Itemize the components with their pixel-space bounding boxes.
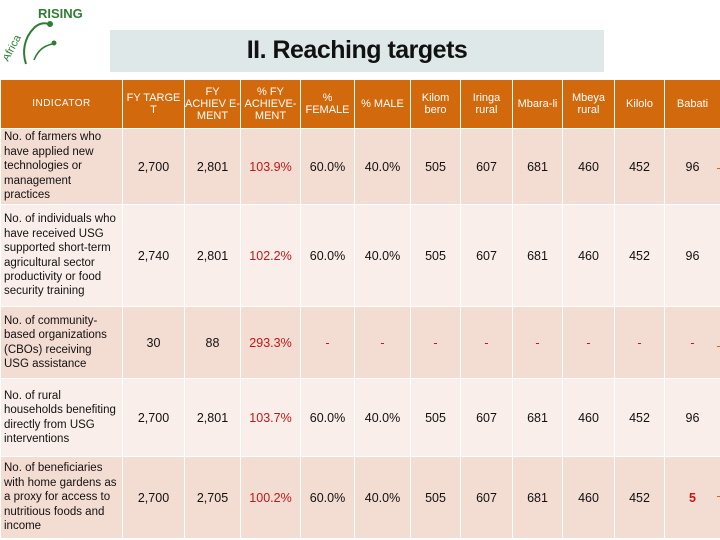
kilolo-cell: 452	[614, 456, 665, 539]
table-row: No. of farmers who have applied new tech…	[0, 128, 720, 205]
mbeya-rural-cell: 460	[562, 456, 615, 539]
header-mbeya-rural: Mbeya rural	[562, 79, 615, 129]
iringa-rural-cell: 607	[460, 128, 513, 205]
table-row: No. of individuals who have received USG…	[0, 204, 720, 307]
indicator-cell: No. of beneficiaries with home gardens a…	[0, 456, 123, 539]
achievement-cell: 88	[184, 306, 241, 379]
pct-male-cell: 40.0%	[354, 378, 411, 457]
pct-male-cell: 40.0%	[354, 204, 411, 307]
indicator-cell: No. of individuals who have received USG…	[0, 204, 123, 307]
edge-tick	[717, 496, 720, 497]
indicator-cell: No. of rural households benefiting direc…	[0, 378, 123, 457]
mbarali-cell: 681	[512, 204, 563, 307]
target-cell: 30	[122, 306, 185, 379]
achievement-cell: 2,801	[184, 128, 241, 205]
slide-title: II. Reaching targets	[246, 36, 468, 64]
header-fy-target: FY TARGE T	[122, 79, 185, 129]
pct-female-cell: 60.0%	[300, 456, 355, 539]
kilolo-cell: -	[614, 306, 665, 379]
header-indicator: INDICATOR	[0, 79, 123, 129]
mbeya-rural-cell: 460	[562, 128, 615, 205]
table-row: No. of beneficiaries with home gardens a…	[0, 456, 720, 539]
header-fy-achievement: FY ACHIEV E-MENT	[184, 79, 241, 129]
kilolo-cell: 452	[614, 378, 665, 457]
header-kilombero: Kilom bero	[410, 79, 461, 129]
pct-male-cell: 40.0%	[354, 456, 411, 539]
kilombero-cell: 505	[410, 204, 461, 307]
iringa-rural-cell: 607	[460, 204, 513, 307]
header-iringa-rural: Iringa rural	[460, 79, 513, 129]
targets-table: INDICATOR FY TARGE T FY ACHIEV E-MENT % …	[0, 79, 720, 539]
target-cell: 2,740	[122, 204, 185, 307]
pct-achievement-cell: 293.3%	[240, 306, 301, 379]
header-babati: Babati	[664, 79, 720, 129]
kilombero-cell: -	[410, 306, 461, 379]
kilombero-cell: 505	[410, 456, 461, 539]
achievement-cell: 2,801	[184, 378, 241, 457]
mbeya-rural-cell: -	[562, 306, 615, 379]
targets-table-container: INDICATOR FY TARGE T FY ACHIEV E-MENT % …	[0, 79, 720, 540]
pct-female-cell: 60.0%	[300, 128, 355, 205]
pct-achievement-cell: 100.2%	[240, 456, 301, 539]
header-kilolo: Kilolo	[614, 79, 665, 129]
pct-achievement-cell: 103.7%	[240, 378, 301, 457]
babati-cell: -	[664, 306, 720, 379]
edge-tick	[717, 346, 720, 347]
babati-cell: 96	[664, 128, 720, 205]
babati-cell: 5	[664, 456, 720, 539]
pct-achievement-cell: 103.9%	[240, 128, 301, 205]
babati-cell: 96	[664, 204, 720, 307]
edge-tick	[717, 168, 720, 169]
pct-female-cell: 60.0%	[300, 378, 355, 457]
header-pct-female: % FEMALE	[300, 79, 355, 129]
header-pct-achievement: % FY ACHIEVE-MENT	[240, 79, 301, 129]
indicator-cell: No. of farmers who have applied new tech…	[0, 128, 123, 205]
kilolo-cell: 452	[614, 128, 665, 205]
kilombero-cell: 505	[410, 128, 461, 205]
target-cell: 2,700	[122, 378, 185, 457]
mbarali-cell: 681	[512, 378, 563, 457]
header-pct-male: % MALE	[354, 79, 411, 129]
africa-rising-logo: Africa RISING	[4, 6, 83, 65]
mbarali-cell: -	[512, 306, 563, 379]
svg-text:RISING: RISING	[38, 6, 83, 21]
pct-female-cell: -	[300, 306, 355, 379]
svg-text:Africa: Africa	[4, 32, 24, 63]
iringa-rural-cell: 607	[460, 456, 513, 539]
mbeya-rural-cell: 460	[562, 204, 615, 307]
pct-achievement-cell: 102.2%	[240, 204, 301, 307]
iringa-rural-cell: -	[460, 306, 513, 379]
achievement-cell: 2,801	[184, 204, 241, 307]
indicator-cell: No. of community-based organizations (CB…	[0, 306, 123, 379]
target-cell: 2,700	[122, 456, 185, 539]
iringa-rural-cell: 607	[460, 378, 513, 457]
table-row: No. of community-based organizations (CB…	[0, 306, 720, 379]
mbeya-rural-cell: 460	[562, 378, 615, 457]
pct-male-cell: 40.0%	[354, 128, 411, 205]
header-mbarali: Mbara-li	[512, 79, 563, 129]
table-row: No. of rural households benefiting direc…	[0, 378, 720, 457]
mbarali-cell: 681	[512, 456, 563, 539]
babati-cell: 96	[664, 378, 720, 457]
mbarali-cell: 681	[512, 128, 563, 205]
pct-male-cell: -	[354, 306, 411, 379]
title-band	[110, 30, 604, 72]
kilolo-cell: 452	[614, 204, 665, 307]
kilombero-cell: 505	[410, 378, 461, 457]
header-row: INDICATOR FY TARGE T FY ACHIEV E-MENT % …	[0, 79, 720, 129]
target-cell: 2,700	[122, 128, 185, 205]
achievement-cell: 2,705	[184, 456, 241, 539]
pct-female-cell: 60.0%	[300, 204, 355, 307]
